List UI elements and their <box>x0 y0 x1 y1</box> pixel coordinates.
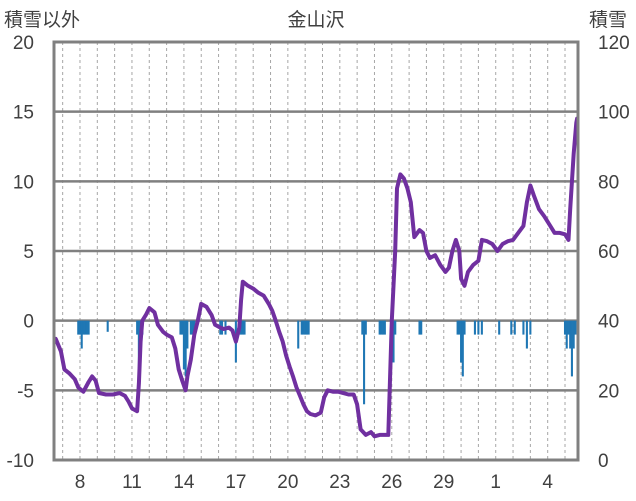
x-tick-label: 23 <box>329 472 350 493</box>
bar <box>418 320 421 335</box>
left-tick-label: 10 <box>13 172 34 193</box>
left-axis-label: 積雪以外 <box>4 9 80 31</box>
bar <box>510 320 513 335</box>
bar <box>463 320 466 335</box>
plot-frame <box>52 40 580 462</box>
bar <box>513 320 516 335</box>
bar <box>181 320 184 335</box>
right-tick-label: 60 <box>598 242 619 263</box>
x-tick-label: 14 <box>173 472 195 493</box>
right-axis-ticks: 0 20 40 60 80 100 120 <box>598 33 630 472</box>
right-tick-label: 80 <box>598 172 619 193</box>
bar <box>477 320 480 335</box>
bar <box>189 320 192 335</box>
line-series <box>53 116 580 439</box>
bar <box>191 320 194 335</box>
bar <box>567 320 570 335</box>
chart-title: 金山沢 <box>287 9 344 31</box>
bar <box>394 320 397 335</box>
x-axis-ticks: 8 11 14 17 20 23 26 29 1 4 <box>75 472 554 493</box>
bar <box>307 320 310 335</box>
bar <box>361 320 364 335</box>
bar <box>182 320 185 370</box>
left-tick-label: -10 <box>7 451 34 472</box>
x-tick-label: 29 <box>433 472 454 493</box>
bar <box>473 320 476 335</box>
right-tick-label: 40 <box>598 312 619 333</box>
bar <box>78 320 82 335</box>
bar <box>364 320 367 335</box>
right-tick-label: 120 <box>598 33 630 54</box>
bar <box>297 320 300 349</box>
bar <box>184 320 187 377</box>
left-tick-label: 0 <box>23 312 34 333</box>
bar <box>382 320 385 335</box>
bar <box>80 320 83 349</box>
right-tick-label: 0 <box>598 451 609 472</box>
bar <box>461 320 464 377</box>
bar <box>563 320 567 335</box>
bar <box>569 320 572 349</box>
bar <box>302 320 305 335</box>
right-tick-label: 100 <box>598 103 630 124</box>
bar <box>82 320 85 335</box>
x-tick-label: 20 <box>277 472 298 493</box>
right-tick-label: 20 <box>598 381 619 402</box>
bar <box>243 320 246 335</box>
bar <box>380 320 383 335</box>
bar <box>305 320 308 335</box>
bar <box>570 320 573 377</box>
bar <box>458 320 461 335</box>
bar <box>241 320 244 335</box>
bar <box>480 320 483 335</box>
bar <box>304 320 307 335</box>
bar <box>85 320 88 335</box>
bar <box>383 320 386 335</box>
bar <box>77 320 80 335</box>
bar <box>420 320 423 335</box>
left-tick-label: 20 <box>13 33 34 54</box>
x-tick-label: 11 <box>122 472 142 493</box>
x-tick-label: 26 <box>381 472 402 493</box>
series-line <box>53 116 580 439</box>
bar <box>574 320 577 335</box>
bar <box>363 320 366 405</box>
x-tick-label: 4 <box>542 472 553 493</box>
bar <box>456 320 459 335</box>
x-tick-label: 17 <box>225 472 246 493</box>
bar <box>179 320 182 335</box>
right-axis-label: 積雪 <box>589 9 627 31</box>
bar <box>572 320 575 349</box>
x-tick-label: 8 <box>75 472 86 493</box>
bar <box>87 320 90 335</box>
bar <box>525 320 528 349</box>
bar <box>300 320 303 335</box>
bar <box>392 320 395 363</box>
grid-lines <box>54 42 578 460</box>
bar <box>565 320 568 349</box>
bar <box>136 320 139 335</box>
bar <box>529 320 532 335</box>
left-tick-label: 5 <box>23 242 34 263</box>
left-tick-label: 15 <box>13 103 34 124</box>
bar <box>522 320 525 335</box>
bar <box>186 320 189 349</box>
bar <box>498 320 501 335</box>
left-tick-label: -5 <box>17 381 34 402</box>
left-axis-ticks: -10 -5 0 5 10 15 20 <box>7 33 34 472</box>
x-tick-label: 1 <box>490 472 501 493</box>
bar <box>106 320 109 332</box>
bar <box>84 320 87 335</box>
bar <box>378 320 381 335</box>
bar <box>460 320 463 363</box>
